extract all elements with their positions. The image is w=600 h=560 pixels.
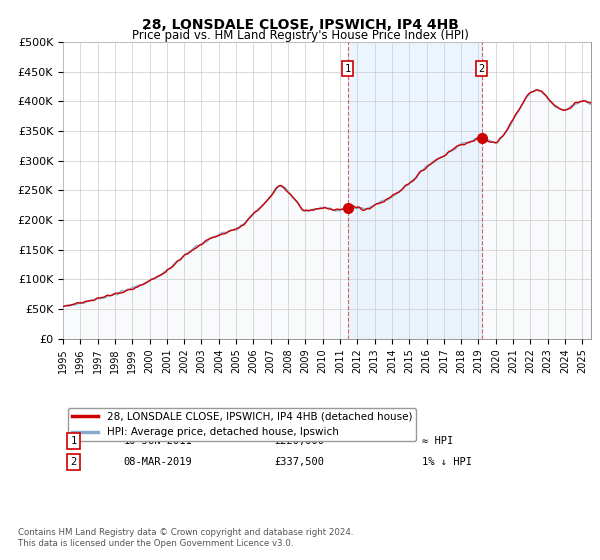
Text: 08-MAR-2019: 08-MAR-2019: [124, 457, 193, 467]
Text: 1: 1: [70, 436, 77, 446]
Text: ≈ HPI: ≈ HPI: [422, 436, 453, 446]
Text: Contains HM Land Registry data © Crown copyright and database right 2024.
This d: Contains HM Land Registry data © Crown c…: [18, 528, 353, 548]
Text: 10-JUN-2011: 10-JUN-2011: [124, 436, 193, 446]
Text: 1% ↓ HPI: 1% ↓ HPI: [422, 457, 472, 467]
Text: 2: 2: [478, 64, 485, 74]
Text: 1: 1: [344, 64, 351, 74]
Text: 2: 2: [70, 457, 77, 467]
Legend: 28, LONSDALE CLOSE, IPSWICH, IP4 4HB (detached house), HPI: Average price, detac: 28, LONSDALE CLOSE, IPSWICH, IP4 4HB (de…: [68, 408, 416, 441]
Text: 28, LONSDALE CLOSE, IPSWICH, IP4 4HB: 28, LONSDALE CLOSE, IPSWICH, IP4 4HB: [142, 18, 458, 32]
Text: Price paid vs. HM Land Registry's House Price Index (HPI): Price paid vs. HM Land Registry's House …: [131, 29, 469, 42]
Text: £220,000: £220,000: [274, 436, 324, 446]
Text: £337,500: £337,500: [274, 457, 324, 467]
